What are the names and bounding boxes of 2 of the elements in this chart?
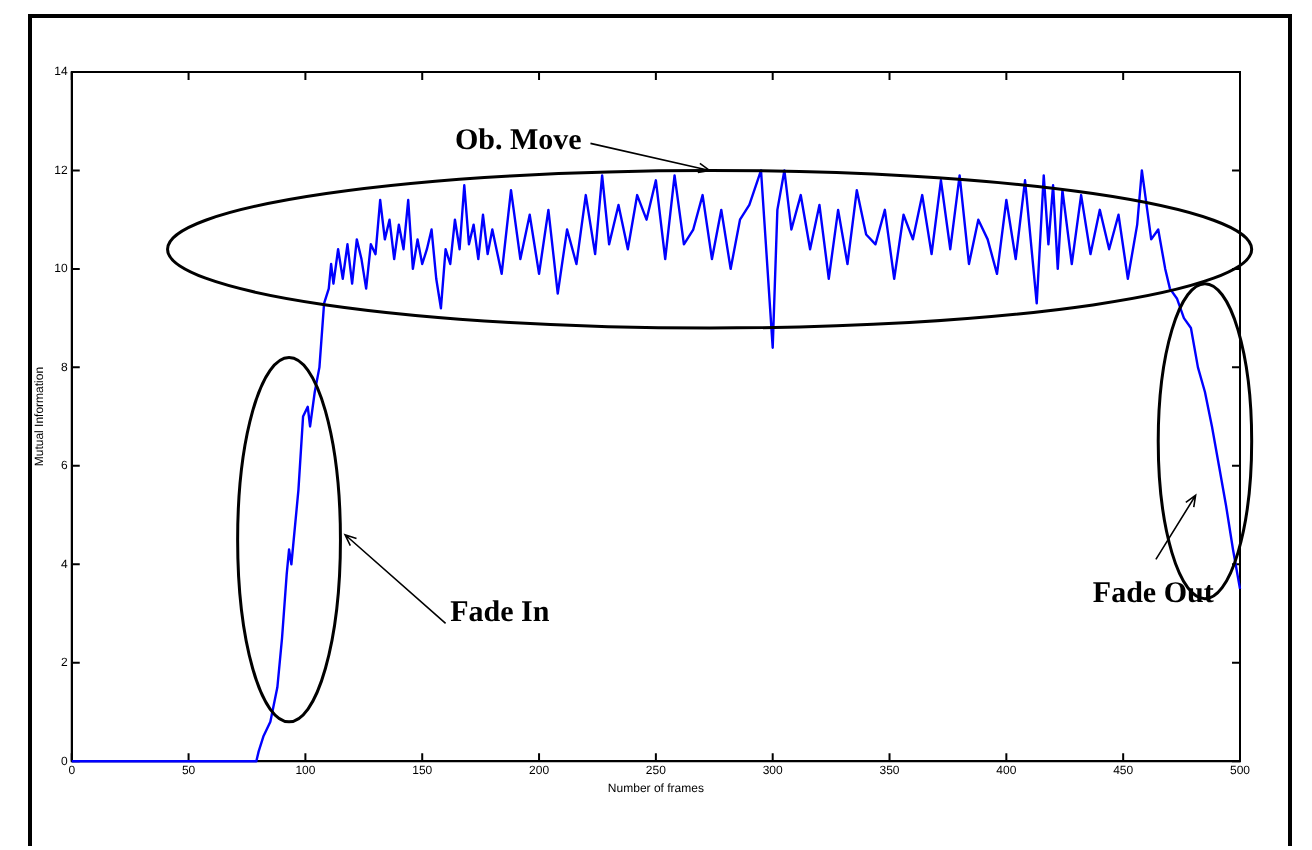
annotation: Ob. Move [454, 124, 583, 157]
annotation: Fade In [450, 597, 551, 630]
